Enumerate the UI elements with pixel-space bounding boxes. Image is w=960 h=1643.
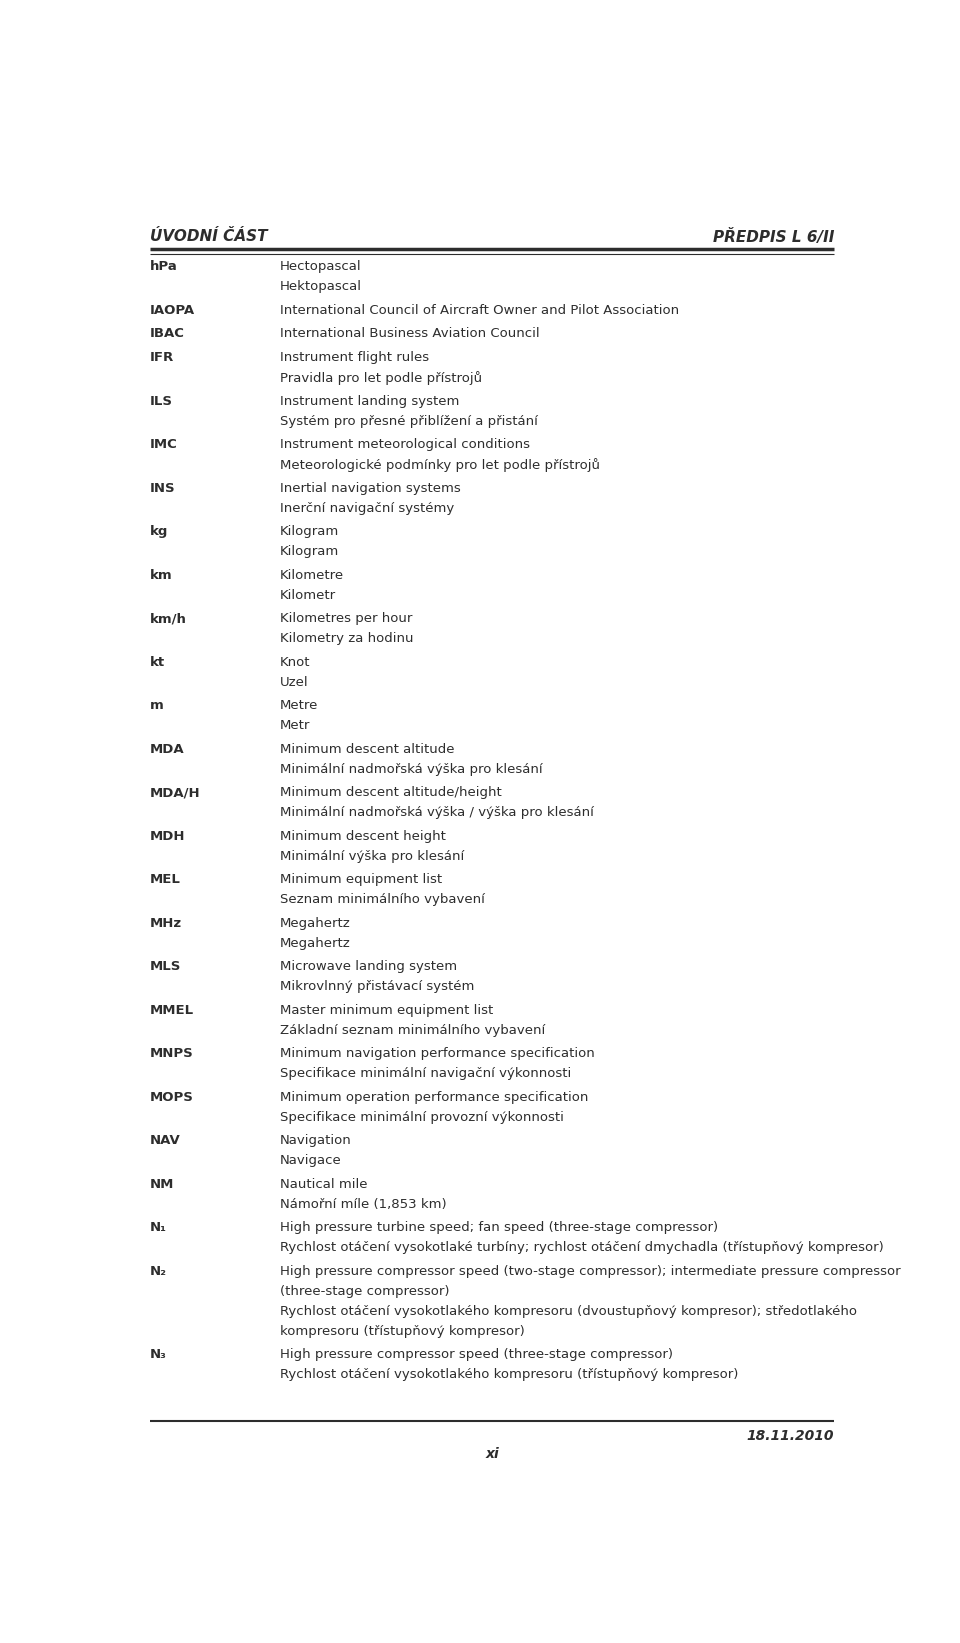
Text: Systém pro přesné přiblížení a přistání: Systém pro přesné přiblížení a přistání — [280, 414, 538, 427]
Text: PŘEDPIS L 6/II: PŘEDPIS L 6/II — [713, 228, 834, 245]
Text: ILS: ILS — [150, 394, 173, 407]
Text: IMC: IMC — [150, 439, 178, 452]
Text: Rychlost otáčení vysokotlakého kompresoru (dvoustupňový kompresor); středotlakéh: Rychlost otáčení vysokotlakého kompresor… — [280, 1305, 857, 1318]
Text: Specifikace minimální provozní výkonnosti: Specifikace minimální provozní výkonnost… — [280, 1111, 564, 1124]
Text: kt: kt — [150, 656, 165, 669]
Text: Kilometres per hour: Kilometres per hour — [280, 613, 413, 624]
Text: Minimální výška pro klesání: Minimální výška pro klesání — [280, 849, 465, 863]
Text: Megahertz: Megahertz — [280, 937, 350, 950]
Text: Instrument meteorological conditions: Instrument meteorological conditions — [280, 439, 530, 452]
Text: MLS: MLS — [150, 960, 181, 973]
Text: Meteorologické podmínky pro let podle přístrojů: Meteorologické podmínky pro let podle př… — [280, 458, 600, 472]
Text: Microwave landing system: Microwave landing system — [280, 960, 457, 973]
Text: Specifikace minimální navigační výkonnosti: Specifikace minimální navigační výkonnos… — [280, 1068, 571, 1081]
Text: Minimální nadmořská výška / výška pro klesání: Minimální nadmořská výška / výška pro kl… — [280, 807, 594, 820]
Text: MOPS: MOPS — [150, 1091, 194, 1104]
Text: N₁: N₁ — [150, 1221, 167, 1234]
Text: Kilometr: Kilometr — [280, 588, 336, 601]
Text: MDA/H: MDA/H — [150, 787, 201, 798]
Text: (three-stage compressor): (three-stage compressor) — [280, 1285, 449, 1298]
Text: ÚVODNÍ ČÁST: ÚVODNÍ ČÁST — [150, 228, 267, 243]
Text: MNPS: MNPS — [150, 1047, 194, 1060]
Text: Instrument flight rules: Instrument flight rules — [280, 352, 429, 365]
Text: Minimum descent height: Minimum descent height — [280, 830, 445, 843]
Text: NM: NM — [150, 1178, 174, 1191]
Text: Minimum descent altitude: Minimum descent altitude — [280, 743, 454, 756]
Text: Navigace: Navigace — [280, 1155, 342, 1167]
Text: High pressure turbine speed; fan speed (three-stage compressor): High pressure turbine speed; fan speed (… — [280, 1221, 718, 1234]
Text: IBAC: IBAC — [150, 327, 184, 340]
Text: Základní seznam minimálního vybavení: Základní seznam minimálního vybavení — [280, 1024, 545, 1037]
Text: IFR: IFR — [150, 352, 174, 365]
Text: Rychlost otáčení vysokotlaké turbíny; rychlost otáčení dmychadla (třístupňový ko: Rychlost otáčení vysokotlaké turbíny; ry… — [280, 1242, 884, 1254]
Text: International Council of Aircraft Owner and Pilot Association: International Council of Aircraft Owner … — [280, 304, 679, 317]
Text: km: km — [150, 568, 173, 582]
Text: Inertial navigation systems: Inertial navigation systems — [280, 481, 461, 495]
Text: Mikrovlnný přistávací systém: Mikrovlnný přistávací systém — [280, 981, 474, 994]
Text: MDH: MDH — [150, 830, 185, 843]
Text: Minimální nadmořská výška pro klesání: Minimální nadmořská výška pro klesání — [280, 762, 542, 775]
Text: Minimum operation performance specification: Minimum operation performance specificat… — [280, 1091, 588, 1104]
Text: Minimum navigation performance specification: Minimum navigation performance specifica… — [280, 1047, 594, 1060]
Text: m: m — [150, 700, 163, 711]
Text: IAOPA: IAOPA — [150, 304, 195, 317]
Text: Uzel: Uzel — [280, 675, 308, 688]
Text: High pressure compressor speed (two-stage compressor); intermediate pressure com: High pressure compressor speed (two-stag… — [280, 1265, 900, 1278]
Text: xi: xi — [485, 1447, 499, 1461]
Text: N₃: N₃ — [150, 1349, 167, 1362]
Text: MHz: MHz — [150, 917, 181, 930]
Text: hPa: hPa — [150, 260, 178, 273]
Text: Metr: Metr — [280, 720, 310, 733]
Text: Knot: Knot — [280, 656, 310, 669]
Text: Kilogram: Kilogram — [280, 526, 339, 537]
Text: Navigation: Navigation — [280, 1134, 351, 1147]
Text: Minimum descent altitude/height: Minimum descent altitude/height — [280, 787, 502, 798]
Text: Inerční navigační systémy: Inerční navigační systémy — [280, 501, 454, 514]
Text: Master minimum equipment list: Master minimum equipment list — [280, 1004, 493, 1017]
Text: International Business Aviation Council: International Business Aviation Council — [280, 327, 540, 340]
Text: Nautical mile: Nautical mile — [280, 1178, 368, 1191]
Text: kompresoru (třístupňový kompresor): kompresoru (třístupňový kompresor) — [280, 1324, 525, 1337]
Text: km/h: km/h — [150, 613, 186, 624]
Text: High pressure compressor speed (three-stage compressor): High pressure compressor speed (three-st… — [280, 1349, 673, 1362]
Text: NAV: NAV — [150, 1134, 180, 1147]
Text: MMEL: MMEL — [150, 1004, 194, 1017]
Text: 18.11.2010: 18.11.2010 — [747, 1429, 834, 1444]
Text: N₂: N₂ — [150, 1265, 167, 1278]
Text: Hectopascal: Hectopascal — [280, 260, 362, 273]
Text: Námořní míle (1,853 km): Námořní míle (1,853 km) — [280, 1198, 446, 1211]
Text: Seznam minimálního vybavení: Seznam minimálního vybavení — [280, 894, 485, 907]
Text: Minimum equipment list: Minimum equipment list — [280, 872, 443, 886]
Text: Kilometry za hodinu: Kilometry za hodinu — [280, 633, 414, 646]
Text: Instrument landing system: Instrument landing system — [280, 394, 459, 407]
Text: MDA: MDA — [150, 743, 184, 756]
Text: Kilometre: Kilometre — [280, 568, 344, 582]
Text: Rychlost otáčení vysokotlakého kompresoru (třístupňový kompresor): Rychlost otáčení vysokotlakého kompresor… — [280, 1369, 738, 1382]
Text: Pravidla pro let podle přístrojů: Pravidla pro let podle přístrojů — [280, 371, 482, 384]
Text: Metre: Metre — [280, 700, 319, 711]
Text: kg: kg — [150, 526, 168, 537]
Text: Kilogram: Kilogram — [280, 545, 339, 559]
Text: INS: INS — [150, 481, 176, 495]
Text: MEL: MEL — [150, 872, 180, 886]
Text: Megahertz: Megahertz — [280, 917, 350, 930]
Text: Hektopascal: Hektopascal — [280, 281, 362, 294]
